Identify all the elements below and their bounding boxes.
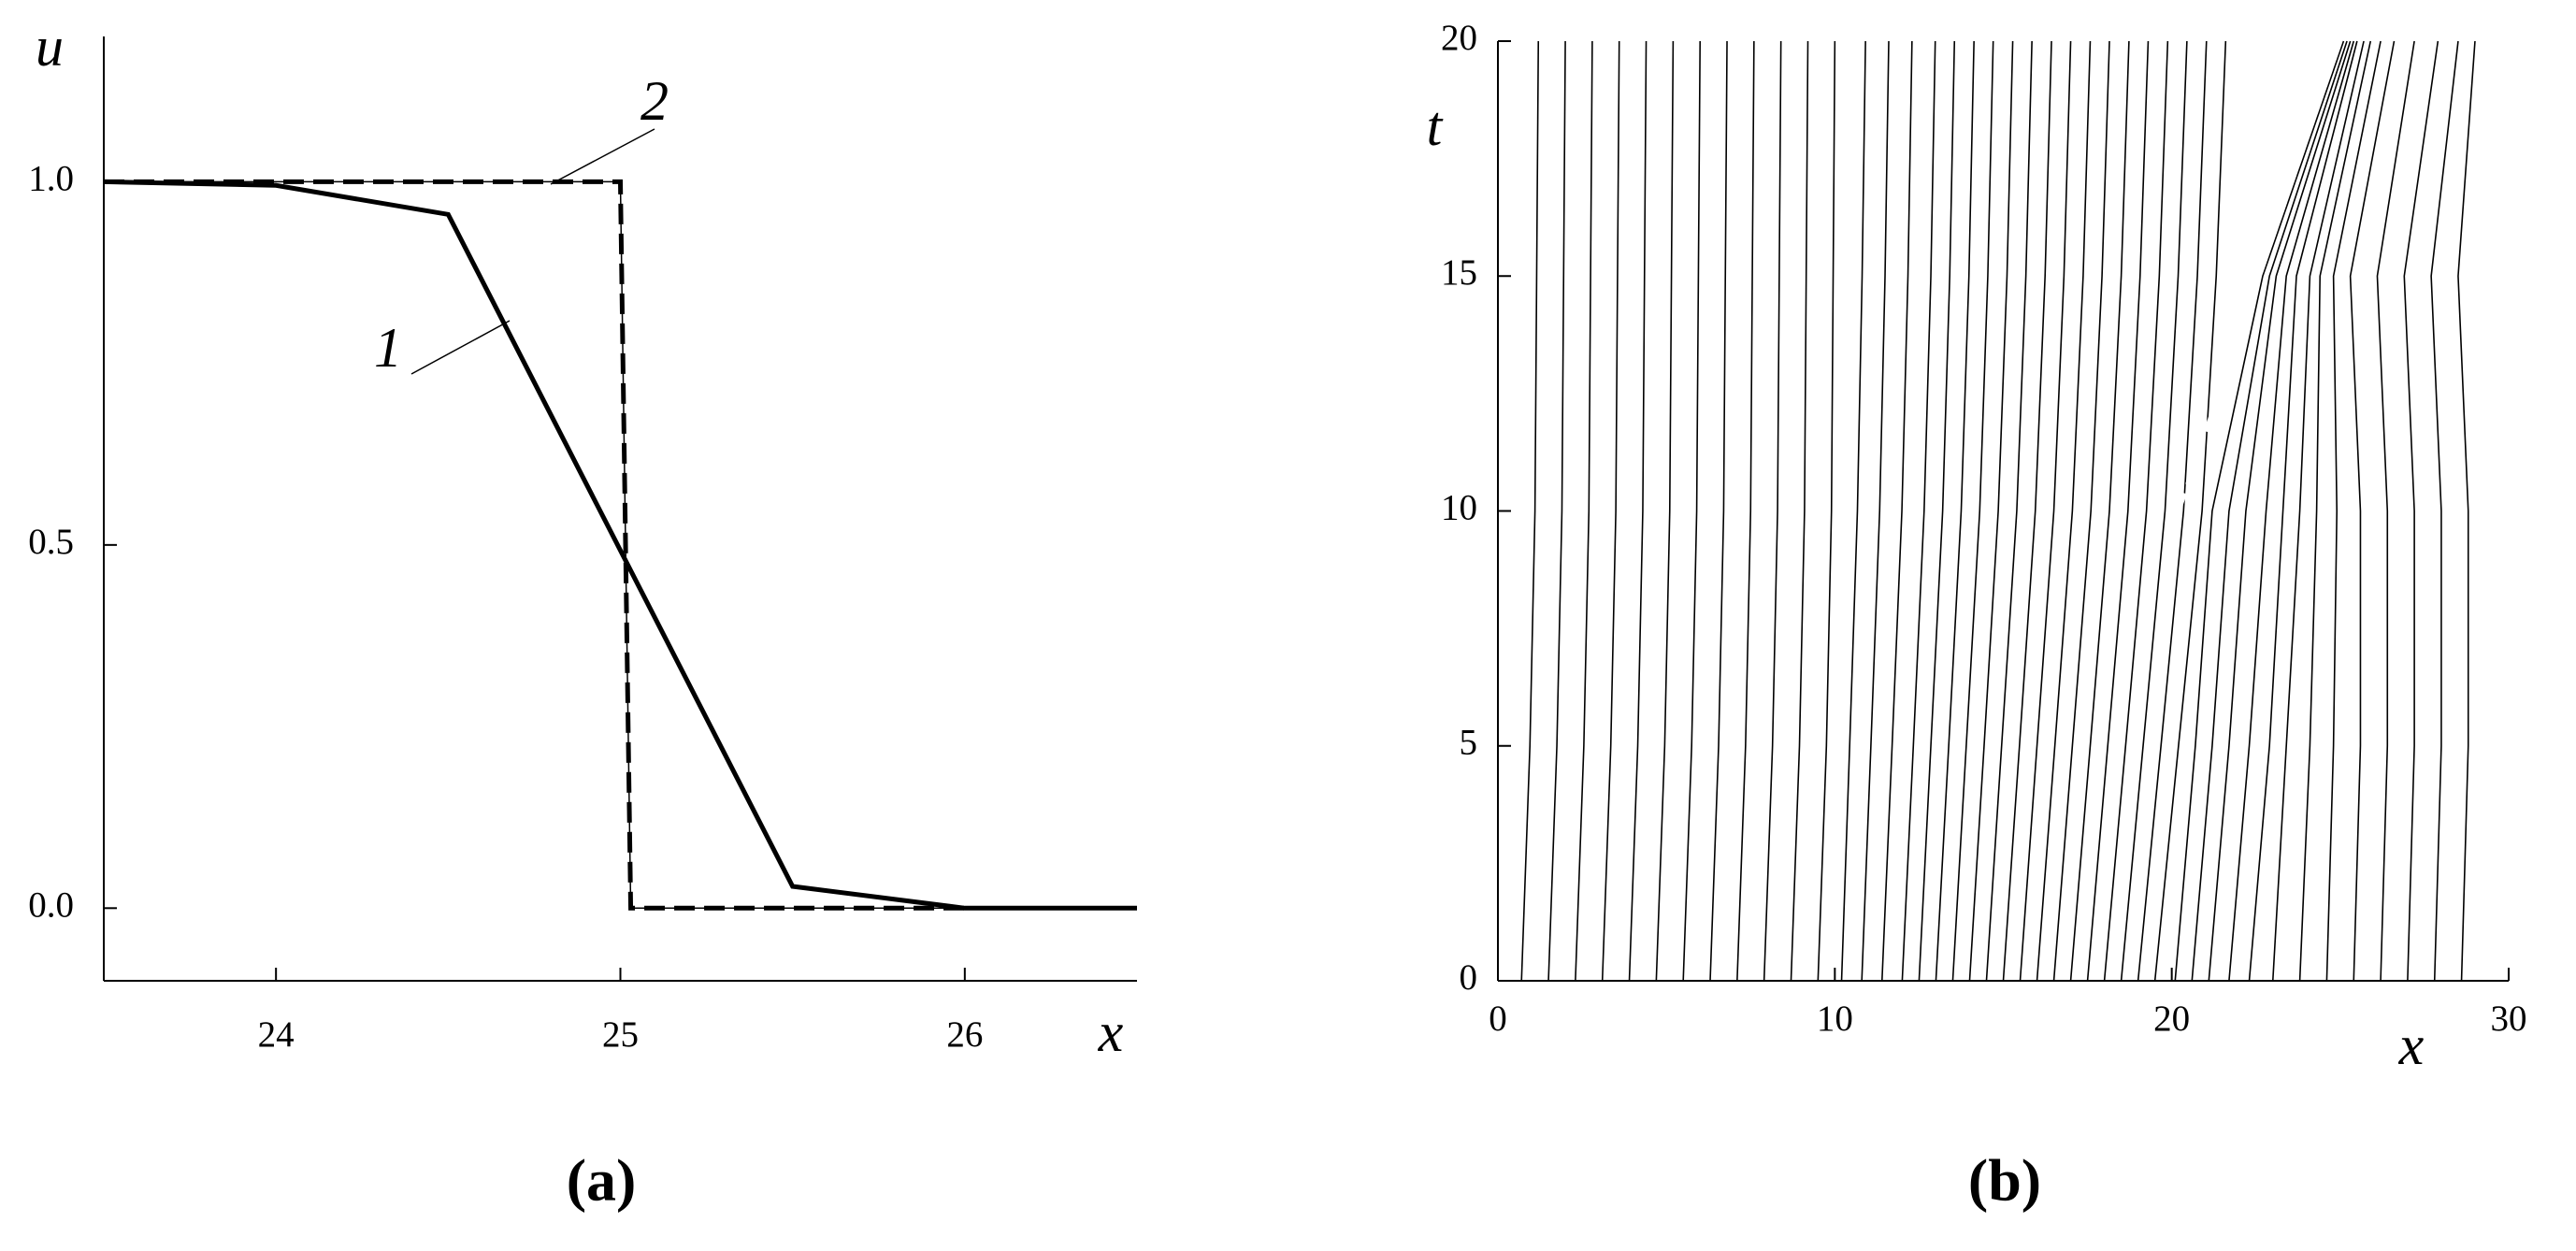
trajectory [1575, 40, 1593, 982]
trajectory [2002, 40, 2052, 982]
trajectory [2376, 40, 2415, 982]
x-tick-label: 20 [2153, 999, 2190, 1039]
trajectory [2325, 40, 2382, 982]
y-tick-label: 20 [1441, 18, 1477, 58]
trajectory [1918, 40, 1956, 982]
trajectory [2019, 40, 2072, 982]
x-axis-label: x [2398, 1014, 2425, 1076]
leader-line [550, 128, 655, 185]
trajectory [2069, 40, 2130, 982]
x-tick-label: 26 [946, 1014, 983, 1055]
trajectory [1861, 40, 1890, 982]
x-tick-label: 0 [1489, 999, 1507, 1039]
x-axis-label: x [1098, 1001, 1124, 1063]
y-tick-label: 0 [1460, 957, 1478, 998]
trajectory [1655, 40, 1675, 982]
trajectory [1840, 40, 1866, 982]
trajectory [2120, 40, 2188, 982]
trajectory [1763, 40, 1782, 982]
x-tick-label: 24 [258, 1014, 295, 1055]
y-axis-label: t [1427, 95, 1444, 157]
panel-label: (b) [1968, 1147, 2041, 1214]
x-tick-label: 10 [1817, 999, 1853, 1039]
shock-line [2176, 40, 2343, 512]
trajectory [2248, 40, 2358, 982]
trajectory [1709, 40, 1728, 982]
trajectory [1601, 40, 1620, 982]
trajectory [2349, 40, 2396, 982]
trajectory [2403, 40, 2439, 982]
trajectory [1736, 40, 1755, 982]
trajectory [2208, 40, 2352, 982]
trajectory [2271, 40, 2365, 982]
y-tick-label: 1.0 [28, 158, 74, 198]
y-tick-label: 0.0 [28, 884, 74, 925]
trajectory [2137, 40, 2208, 982]
trajectory [2174, 40, 2345, 982]
series-line [104, 180, 1137, 910]
y-tick-label: 0.5 [28, 522, 74, 562]
trajectory [1790, 40, 1809, 982]
trajectory [1628, 40, 1648, 982]
leader-line [410, 320, 511, 375]
trajectory [1880, 40, 1913, 982]
series-label: 2 [640, 70, 669, 132]
trajectory [1935, 40, 1975, 982]
trajectory [2430, 40, 2459, 982]
trajectory [2052, 40, 2110, 982]
trajectory [1901, 40, 1936, 982]
trajectory [2228, 40, 2355, 982]
x-tick-label: 25 [602, 1014, 639, 1055]
y-axis-label: u [36, 16, 64, 78]
trajectory [1968, 40, 2014, 982]
trajectory [2191, 40, 2348, 982]
trajectory [1985, 40, 2033, 982]
x-tick-label: 30 [2491, 999, 2527, 1039]
trajectory [1682, 40, 1701, 982]
trajectory [1817, 40, 1836, 982]
y-tick-label: 10 [1441, 487, 1477, 527]
trajectory [2298, 40, 2372, 982]
y-tick-label: 15 [1441, 252, 1477, 293]
panel-label: (a) [567, 1147, 637, 1214]
trajectory [1951, 40, 1994, 982]
series-line [104, 179, 965, 911]
trajectory [1547, 40, 1566, 982]
y-tick-label: 5 [1460, 723, 1478, 763]
series-line [103, 179, 1137, 911]
trajectory [2036, 40, 2092, 982]
trajectory [2103, 40, 2169, 982]
series-label: 1 [374, 317, 402, 379]
trajectory [2086, 40, 2150, 982]
trajectory [2457, 40, 2476, 982]
trajectory [2153, 40, 2227, 982]
trajectory [1520, 40, 1540, 982]
